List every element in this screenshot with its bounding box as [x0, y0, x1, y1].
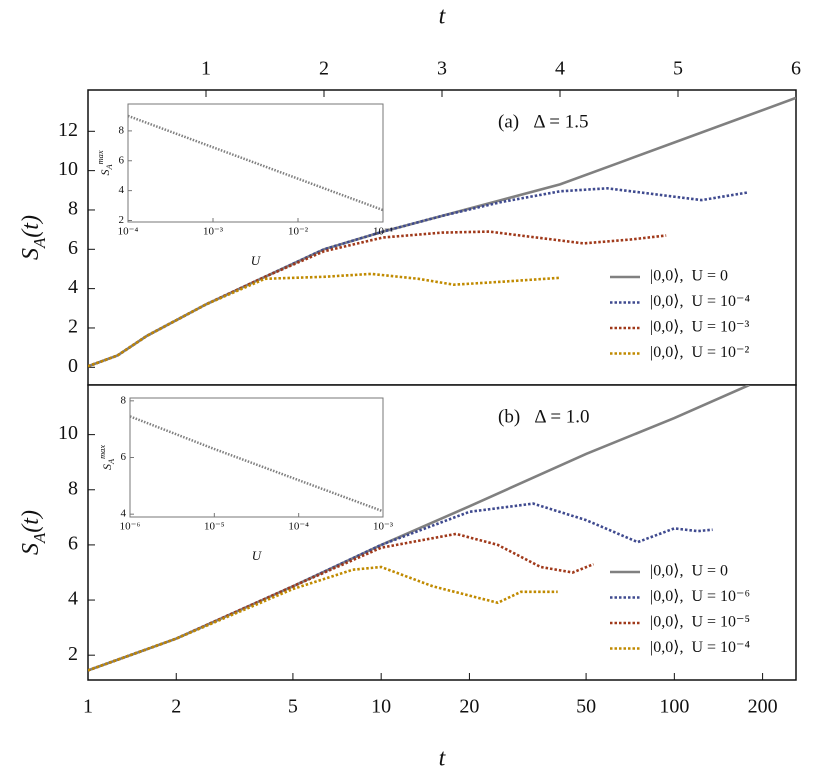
y-tick-label: 8 [68, 198, 78, 220]
annotation: (b) Δ = 1.0 [498, 406, 590, 427]
y-axis-label: SA(t) [18, 510, 50, 555]
x-axis-label: U [251, 253, 262, 268]
series-group [88, 385, 750, 672]
x-tick-label: 3 [437, 58, 447, 80]
x-tick-label: 5 [673, 58, 683, 80]
x-axis-label: U [252, 548, 263, 563]
y-tick-label: 10 [58, 422, 78, 444]
y-axis-label: SAmax [98, 445, 116, 470]
x-tick-label: 10⁻⁶ [120, 521, 141, 533]
series-line [88, 502, 713, 672]
x-axis-label: t [439, 4, 447, 30]
legend-label: |0,0⟩, U = 10⁻⁶ [650, 588, 750, 605]
x-tick-label: 2 [319, 58, 329, 80]
legend-label: |0,0⟩, U = 0 [650, 268, 728, 285]
series-group [88, 96, 796, 368]
y-tick-label: 4 [119, 184, 125, 196]
y-tick-label: 12 [58, 119, 78, 141]
x-tick-label: 50 [576, 696, 596, 718]
x-tick-label: 200 [748, 696, 778, 718]
x-tick-label: 100 [659, 696, 689, 718]
x-tick-label: 10⁻⁴ [288, 521, 309, 533]
y-tick-label: 6 [119, 154, 125, 166]
y-tick-label: 4 [68, 588, 78, 610]
x-tick-label: 1 [201, 58, 211, 80]
annotation: (a) Δ = 1.5 [498, 111, 588, 132]
y-tick-label: 4 [68, 276, 78, 298]
x-tick-label: 10 [371, 696, 391, 718]
x-tick-label: 10⁻⁴ [118, 226, 139, 238]
plot-frame [129, 397, 384, 518]
x-tick-label: 10⁻⁵ [204, 521, 225, 533]
series-line [128, 114, 383, 212]
y-tick-label: 8 [119, 124, 125, 136]
legend-label: |0,0⟩, U = 10⁻³ [650, 319, 749, 336]
x-tick-label: 10⁻¹ [373, 226, 393, 238]
y-tick-label: 4 [121, 508, 127, 520]
series-line [88, 385, 750, 672]
series-line [130, 415, 383, 513]
y-tick-label: 2 [119, 214, 125, 226]
y-tick-label: 0 [68, 355, 78, 377]
legend-label: |0,0⟩, U = 10⁻⁵ [650, 614, 750, 631]
series-line [88, 272, 561, 368]
x-axis-label: t [439, 746, 447, 772]
y-axis-label: SAmax [96, 150, 114, 175]
y-tick-label: 10 [58, 158, 78, 180]
y-tick-label: 6 [68, 533, 78, 555]
y-tick-label: 2 [68, 643, 78, 665]
series-line [88, 565, 558, 672]
y-tick-label: 8 [121, 394, 127, 406]
x-tick-label: 2 [171, 696, 181, 718]
series-group [130, 415, 383, 513]
x-tick-label: 6 [791, 58, 801, 80]
y-tick-label: 8 [68, 477, 78, 499]
y-tick-label: 2 [68, 316, 78, 338]
legend-label: |0,0⟩, U = 10⁻² [650, 344, 749, 361]
y-tick-label: 6 [68, 237, 78, 259]
x-tick-label: 5 [288, 696, 298, 718]
x-tick-label: 10⁻³ [203, 226, 224, 238]
y-axis-label: SA(t) [18, 215, 50, 260]
legend-label: |0,0⟩, U = 10⁻⁴ [650, 639, 750, 656]
legend-label: |0,0⟩, U = 10⁻⁴ [650, 293, 750, 310]
x-tick-label: 20 [459, 696, 479, 718]
series-group [128, 114, 383, 212]
y-tick-label: 6 [121, 451, 127, 463]
legend-label: |0,0⟩, U = 0 [650, 563, 728, 580]
x-tick-label: 4 [555, 58, 565, 80]
x-tick-label: 1 [83, 696, 93, 718]
x-tick-label: 10⁻³ [373, 521, 394, 533]
x-tick-label: 10⁻² [288, 226, 309, 238]
